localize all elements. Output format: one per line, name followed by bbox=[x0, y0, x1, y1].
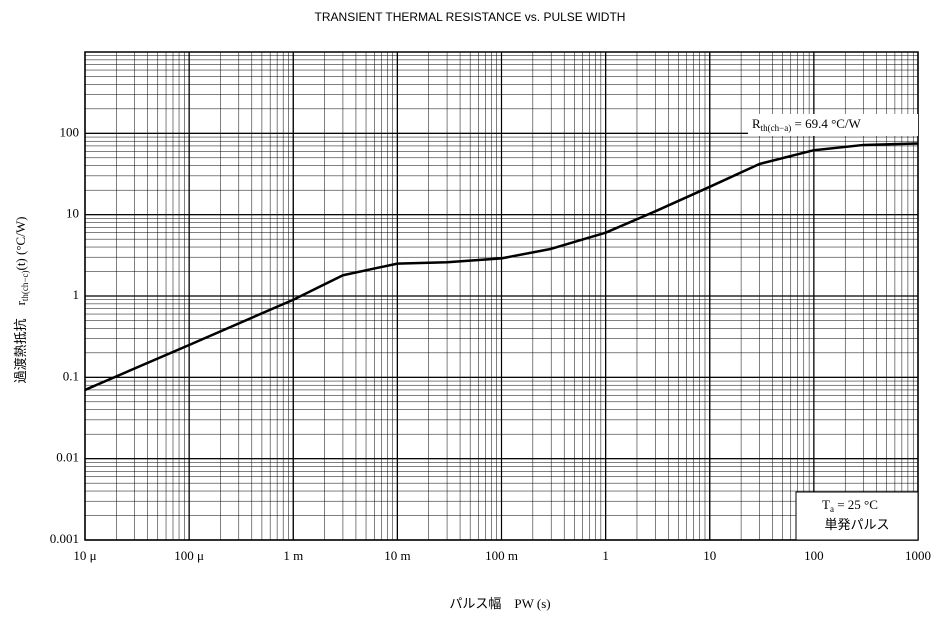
y-tick-label: 0.01 bbox=[56, 450, 79, 465]
ann-t-sub: a bbox=[830, 504, 834, 514]
y-tick-label: 1 bbox=[73, 287, 80, 302]
annotation-bg bbox=[748, 114, 918, 136]
x-axis-label: パルス幅 PW (s) bbox=[449, 596, 550, 611]
y-label-sub: th(ch−c) bbox=[20, 271, 30, 302]
annotation-single-pulse: 単発パルス bbox=[824, 517, 889, 532]
chart-title: TRANSIENT THERMAL RESISTANCE vs. PULSE W… bbox=[315, 10, 626, 24]
x-tick-label: 10 m bbox=[384, 548, 410, 563]
y-axis-label: 過渡熱抵抗 rth(ch−c)(t) (°C/W) bbox=[13, 217, 30, 384]
plot bbox=[84, 142, 919, 392]
y-tick-label: 100 bbox=[60, 124, 80, 139]
annotation-box bbox=[795, 491, 919, 541]
x-tick-label: 1000 bbox=[905, 548, 931, 563]
plot-frame bbox=[84, 51, 919, 541]
ann-r: R bbox=[752, 116, 761, 131]
y-label-main: 過渡熱抵抗 r bbox=[13, 300, 28, 383]
x-tick-label: 1 m bbox=[283, 548, 303, 563]
ann-r-val: = 69.4 °C/W bbox=[791, 116, 861, 131]
x-tick-label: 100 μ bbox=[174, 548, 204, 563]
annotation-ta: Ta = 25 °C bbox=[822, 497, 878, 514]
y-tick-label: 0.001 bbox=[50, 531, 79, 546]
annotation-rth: Rth(ch−a) = 69.4 °C/W bbox=[752, 116, 862, 133]
ann-t-val: = 25 °C bbox=[834, 497, 878, 512]
ann-t: T bbox=[822, 497, 830, 512]
y-label-unit: (t) (°C/W) bbox=[13, 217, 28, 271]
curve bbox=[84, 142, 919, 392]
x-tick-label: 10 μ bbox=[73, 548, 96, 563]
x-tick-label: 100 bbox=[804, 548, 824, 563]
ann-r-sub: th(ch−a) bbox=[761, 123, 792, 133]
y-tick-label: 10 bbox=[66, 206, 79, 221]
x-tick-label: 10 bbox=[703, 548, 716, 563]
x-tick-label: 1 bbox=[602, 548, 609, 563]
y-tick-label: 0.1 bbox=[63, 368, 79, 383]
x-tick-label: 100 m bbox=[485, 548, 518, 563]
